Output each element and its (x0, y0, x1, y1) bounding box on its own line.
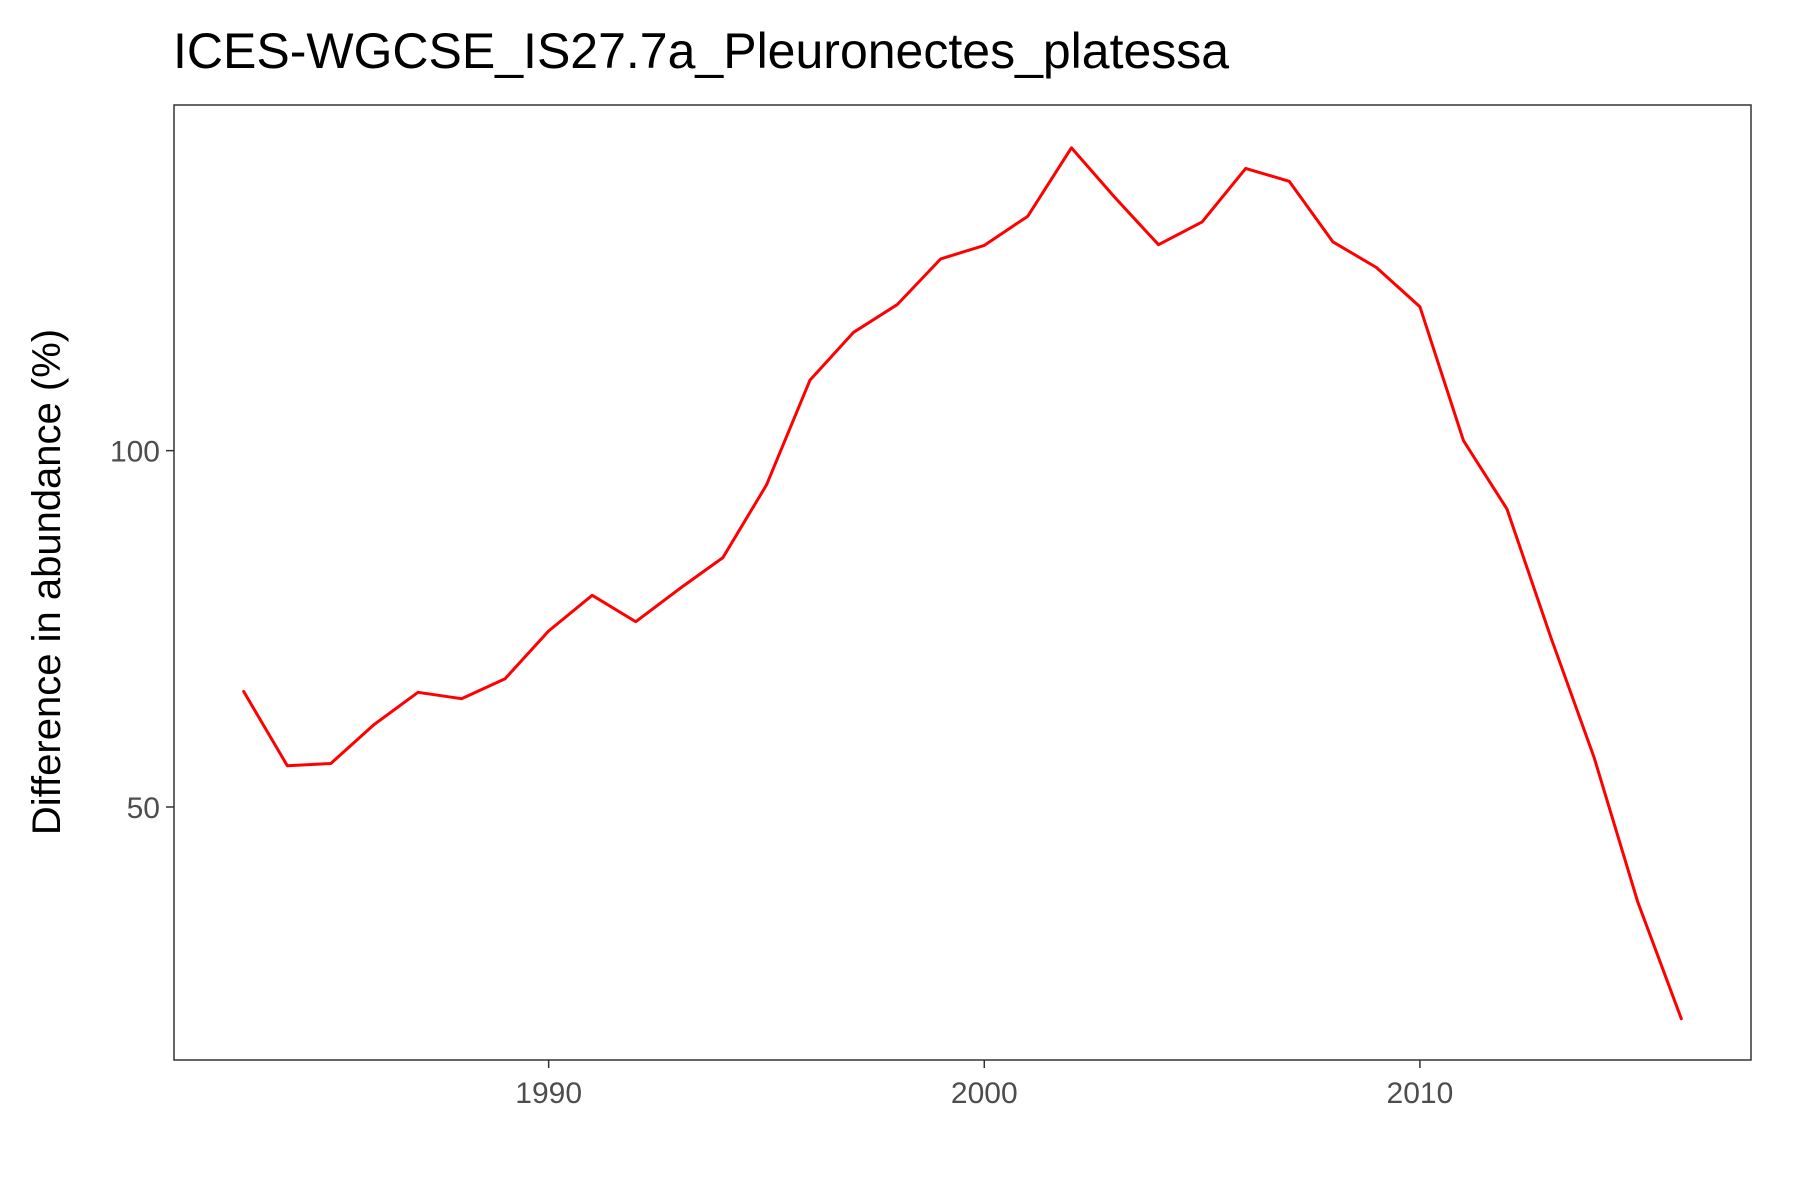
series-group (242, 146, 1683, 1021)
y-axis-label: Difference in abundance (%) (25, 329, 69, 835)
x-axis: 1990 2000 2010 (515, 1060, 1453, 1110)
x-tick-label: 2010 (1387, 1077, 1454, 1110)
y-tick-label: 100 (110, 436, 160, 469)
x-tick-label: 2000 (951, 1077, 1018, 1110)
y-axis: 50 100 (110, 436, 174, 825)
chart-title: ICES-WGCSE_IS27.7a_Pleuronectes_platessa (173, 23, 1229, 79)
x-tick-label: 1990 (515, 1077, 582, 1110)
plot-panel (173, 104, 1752, 1061)
y-tick-label: 50 (127, 792, 160, 825)
series-line (242, 146, 1683, 1021)
